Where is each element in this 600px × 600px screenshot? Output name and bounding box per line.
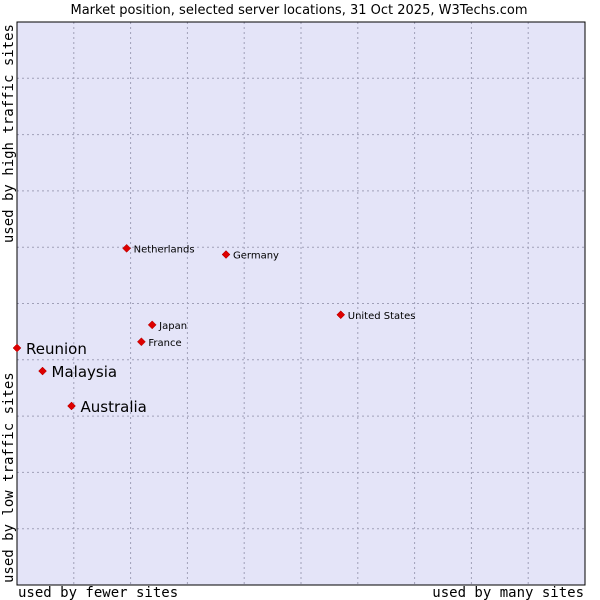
point-marker-germany: [221, 250, 231, 259]
x-axis-label-right: used by many sites: [432, 585, 584, 600]
point-malaysia: Malaysia: [38, 363, 118, 381]
point-label-france: France: [148, 338, 181, 349]
point-label-japan: Japan: [158, 321, 187, 332]
point-label-australia: Australia: [81, 398, 147, 416]
grid-lines: [17, 22, 585, 585]
data-points: Netherlands Germany United States Japan Fran…: [12, 243, 416, 416]
point-label-united-states: United States: [348, 311, 416, 322]
point-label-germany: Germany: [233, 251, 279, 262]
point-marker-australia: [67, 401, 76, 411]
chart-title: Market position, selected server locatio…: [70, 3, 527, 18]
point-australia: Australia: [67, 398, 147, 416]
plot-border: [16, 21, 586, 586]
point-marker-japan: [147, 320, 157, 330]
point-netherlands: Netherlands: [122, 243, 195, 255]
point-marker-united-states: [336, 310, 346, 320]
point-label-reunion: Reunion: [26, 340, 87, 358]
point-france: France: [137, 337, 182, 349]
point-label-malaysia: Malaysia: [52, 363, 118, 381]
point-marker-france: [137, 337, 146, 347]
point-united-states: United States: [336, 310, 416, 322]
point-marker-netherlands: [122, 243, 131, 253]
y-axis-label-bottom: used by low traffic sites: [1, 372, 17, 583]
x-axis-label-left: used by fewer sites: [18, 585, 178, 600]
point-marker-malaysia: [38, 366, 47, 376]
point-germany: Germany: [221, 250, 279, 262]
y-axis-label-top: used by high traffic sites: [1, 24, 17, 243]
point-label-netherlands: Netherlands: [134, 244, 195, 255]
point-marker-reunion: [12, 343, 22, 353]
point-reunion: Reunion: [12, 340, 87, 358]
point-japan: Japan: [147, 320, 187, 332]
